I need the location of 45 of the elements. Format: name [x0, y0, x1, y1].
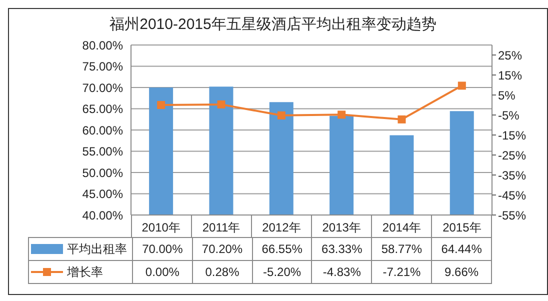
y-tick-label: 55.00%: [82, 144, 124, 159]
x-tick-label: 2012年: [262, 220, 301, 235]
legend-label: 增长率: [67, 264, 103, 280]
data-label: -4.83%: [311, 261, 372, 283]
data-label: -5.20%: [252, 261, 312, 283]
y2-tick-label: -25%: [498, 148, 526, 162]
legend-label: 平均出租率: [67, 240, 127, 258]
y-tick-label: 40.00%: [82, 208, 124, 222]
data-label: 0.28%: [192, 261, 252, 283]
y-tick-label: 75.00%: [82, 60, 124, 74]
y2-tick-label: 15%: [498, 68, 522, 82]
x-tick-label: 2014年: [382, 220, 422, 235]
x-tick-label: 2013年: [322, 220, 361, 235]
data-label: 70.20%: [192, 238, 252, 260]
point: [338, 110, 346, 119]
y-tick-label: 45.00%: [82, 187, 124, 202]
y2-tick-label: -45%: [498, 188, 526, 202]
data-label: 63.33%: [311, 238, 372, 260]
point: [398, 115, 406, 124]
data-label: 9.66%: [431, 261, 492, 283]
point: [217, 100, 226, 108]
y2-tick-label: -5%: [498, 108, 520, 122]
y-tick-label: 65.00%: [82, 102, 124, 116]
data-label: 0.00%: [132, 261, 192, 283]
chart-title: 福州2010-2015年五星级酒店平均出租率变动趋势: [108, 15, 438, 34]
point: [458, 82, 466, 90]
y-tick-label: 80.00%: [82, 38, 124, 52]
data-label: 58.77%: [371, 238, 432, 260]
y-tick-label: 70.00%: [82, 80, 124, 95]
data-label: 64.44%: [431, 238, 492, 260]
y2-tick-label: 25%: [498, 48, 522, 62]
y2-tick-label: -55%: [498, 208, 526, 222]
data-label: -7.21%: [371, 261, 432, 283]
y-tick-label: 60.00%: [82, 123, 124, 138]
y2-tick-label: -15%: [498, 128, 526, 142]
y2-tick-label: -35%: [498, 168, 526, 182]
data-label: 66.55%: [252, 238, 312, 260]
y-tick-label: 50.00%: [82, 166, 124, 180]
point: [157, 101, 166, 109]
y2-tick-label: 5%: [498, 88, 516, 102]
x-tick-label: 2015年: [442, 220, 482, 235]
data-label: 70.00%: [132, 238, 192, 260]
x-tick-label: 2010年: [142, 220, 180, 235]
point: [277, 111, 286, 120]
x-tick-label: 2011年: [202, 220, 240, 235]
